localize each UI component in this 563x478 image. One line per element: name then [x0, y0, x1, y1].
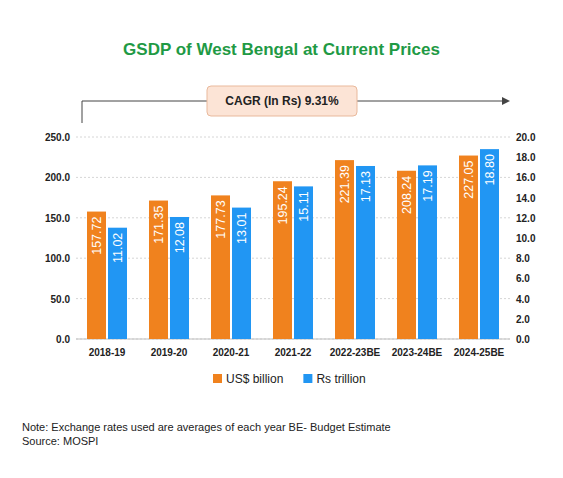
y2-tick-label: 12.0	[516, 213, 536, 224]
y2-tick-label: 20.0	[516, 132, 536, 143]
data-label: 227.05	[462, 160, 476, 198]
y2-tick-label: 18.0	[516, 152, 536, 163]
x-tick-label: 2019-20	[151, 347, 188, 358]
data-label: 12.08	[173, 222, 187, 253]
bar	[294, 186, 313, 339]
data-label: 18.80	[483, 154, 497, 185]
y2-tick-label: 4.0	[516, 294, 530, 305]
x-tick-label: 2022-23BE	[330, 347, 381, 358]
data-label: 17.19	[421, 170, 435, 201]
grid-line	[76, 177, 510, 178]
y-tick-label: 50.0	[51, 294, 71, 305]
y-tick-label: 150.0	[45, 213, 70, 224]
bar	[459, 156, 478, 339]
bar	[397, 171, 416, 339]
legend-swatch	[303, 374, 312, 383]
bar	[211, 195, 230, 339]
data-label: 11.02	[111, 233, 125, 263]
bar	[273, 181, 292, 339]
x-tick-label: 2023-24BE	[392, 347, 443, 358]
grid-line	[76, 217, 510, 218]
y2-tick-label: 6.0	[516, 273, 530, 284]
note: Note: Exchange rates used are averages o…	[22, 421, 391, 433]
y2-tick-label: 8.0	[516, 253, 530, 264]
data-label: 177.73	[214, 200, 228, 238]
x-axis-line	[76, 339, 510, 340]
legend-label: Rs trillion	[316, 372, 365, 386]
annotation-box	[207, 86, 357, 116]
data-label: 195.24	[276, 186, 290, 224]
grid-line	[76, 258, 510, 259]
y-tick-label: 250.0	[45, 132, 70, 143]
bar	[418, 165, 437, 339]
x-tick-label: 2024-25BE	[454, 347, 505, 358]
y2-tick-label: 16.0	[516, 172, 536, 183]
bar	[335, 160, 354, 339]
legend-label: US$ billion	[226, 372, 283, 386]
x-tick-label: 2021-22	[275, 347, 312, 358]
bar	[149, 201, 168, 339]
data-label: 171.35	[152, 206, 166, 244]
y-tick-label: 0.0	[56, 334, 70, 345]
grid-line	[76, 339, 510, 340]
legend-item: Rs trillion	[303, 372, 365, 386]
chart-title: GSDP of West Bengal at Current Prices	[123, 40, 440, 59]
chart-container: GSDP of West Bengal at Current Prices 0.0…	[0, 0, 563, 478]
bar	[108, 228, 127, 339]
data-label: 17.13	[359, 171, 373, 202]
bar	[232, 208, 251, 339]
bars	[87, 149, 499, 339]
x-tick-label: 2020-21	[213, 347, 250, 358]
bar	[480, 149, 499, 339]
y2-tick-label: 2.0	[516, 314, 530, 325]
grid-line	[76, 298, 510, 299]
y-tick-label: 100.0	[45, 253, 70, 264]
bar	[170, 217, 189, 339]
annotation-text: CAGR (In Rs) 9.31%	[225, 94, 339, 108]
data-label: 13.01	[235, 213, 249, 244]
data-label: 157.72	[90, 217, 104, 255]
x-tick-label: 2018-19	[89, 347, 126, 358]
chart-svg: GSDP of West Bengal at Current Prices 0.0…	[0, 0, 563, 478]
legend-swatch	[213, 374, 222, 383]
data-label: 15.11	[297, 191, 311, 221]
data-labels: 157.72 11.02 171.35 12.08 177.73 13.01 195.24 1…	[90, 154, 497, 263]
grid-line	[76, 137, 510, 138]
data-label: 221.39	[338, 165, 352, 203]
data-label: 208.24	[400, 176, 414, 214]
y2-tick-label: 14.0	[516, 193, 536, 204]
note: Source: MOSPI	[22, 435, 98, 447]
legend-item: US$ billion	[213, 372, 283, 386]
y-tick-label: 200.0	[45, 172, 70, 183]
y2-tick-label: 0.0	[516, 334, 530, 345]
bar	[87, 212, 106, 339]
bar	[356, 166, 375, 339]
y2-tick-label: 10.0	[516, 233, 536, 244]
annotation-arrow	[502, 97, 510, 105]
